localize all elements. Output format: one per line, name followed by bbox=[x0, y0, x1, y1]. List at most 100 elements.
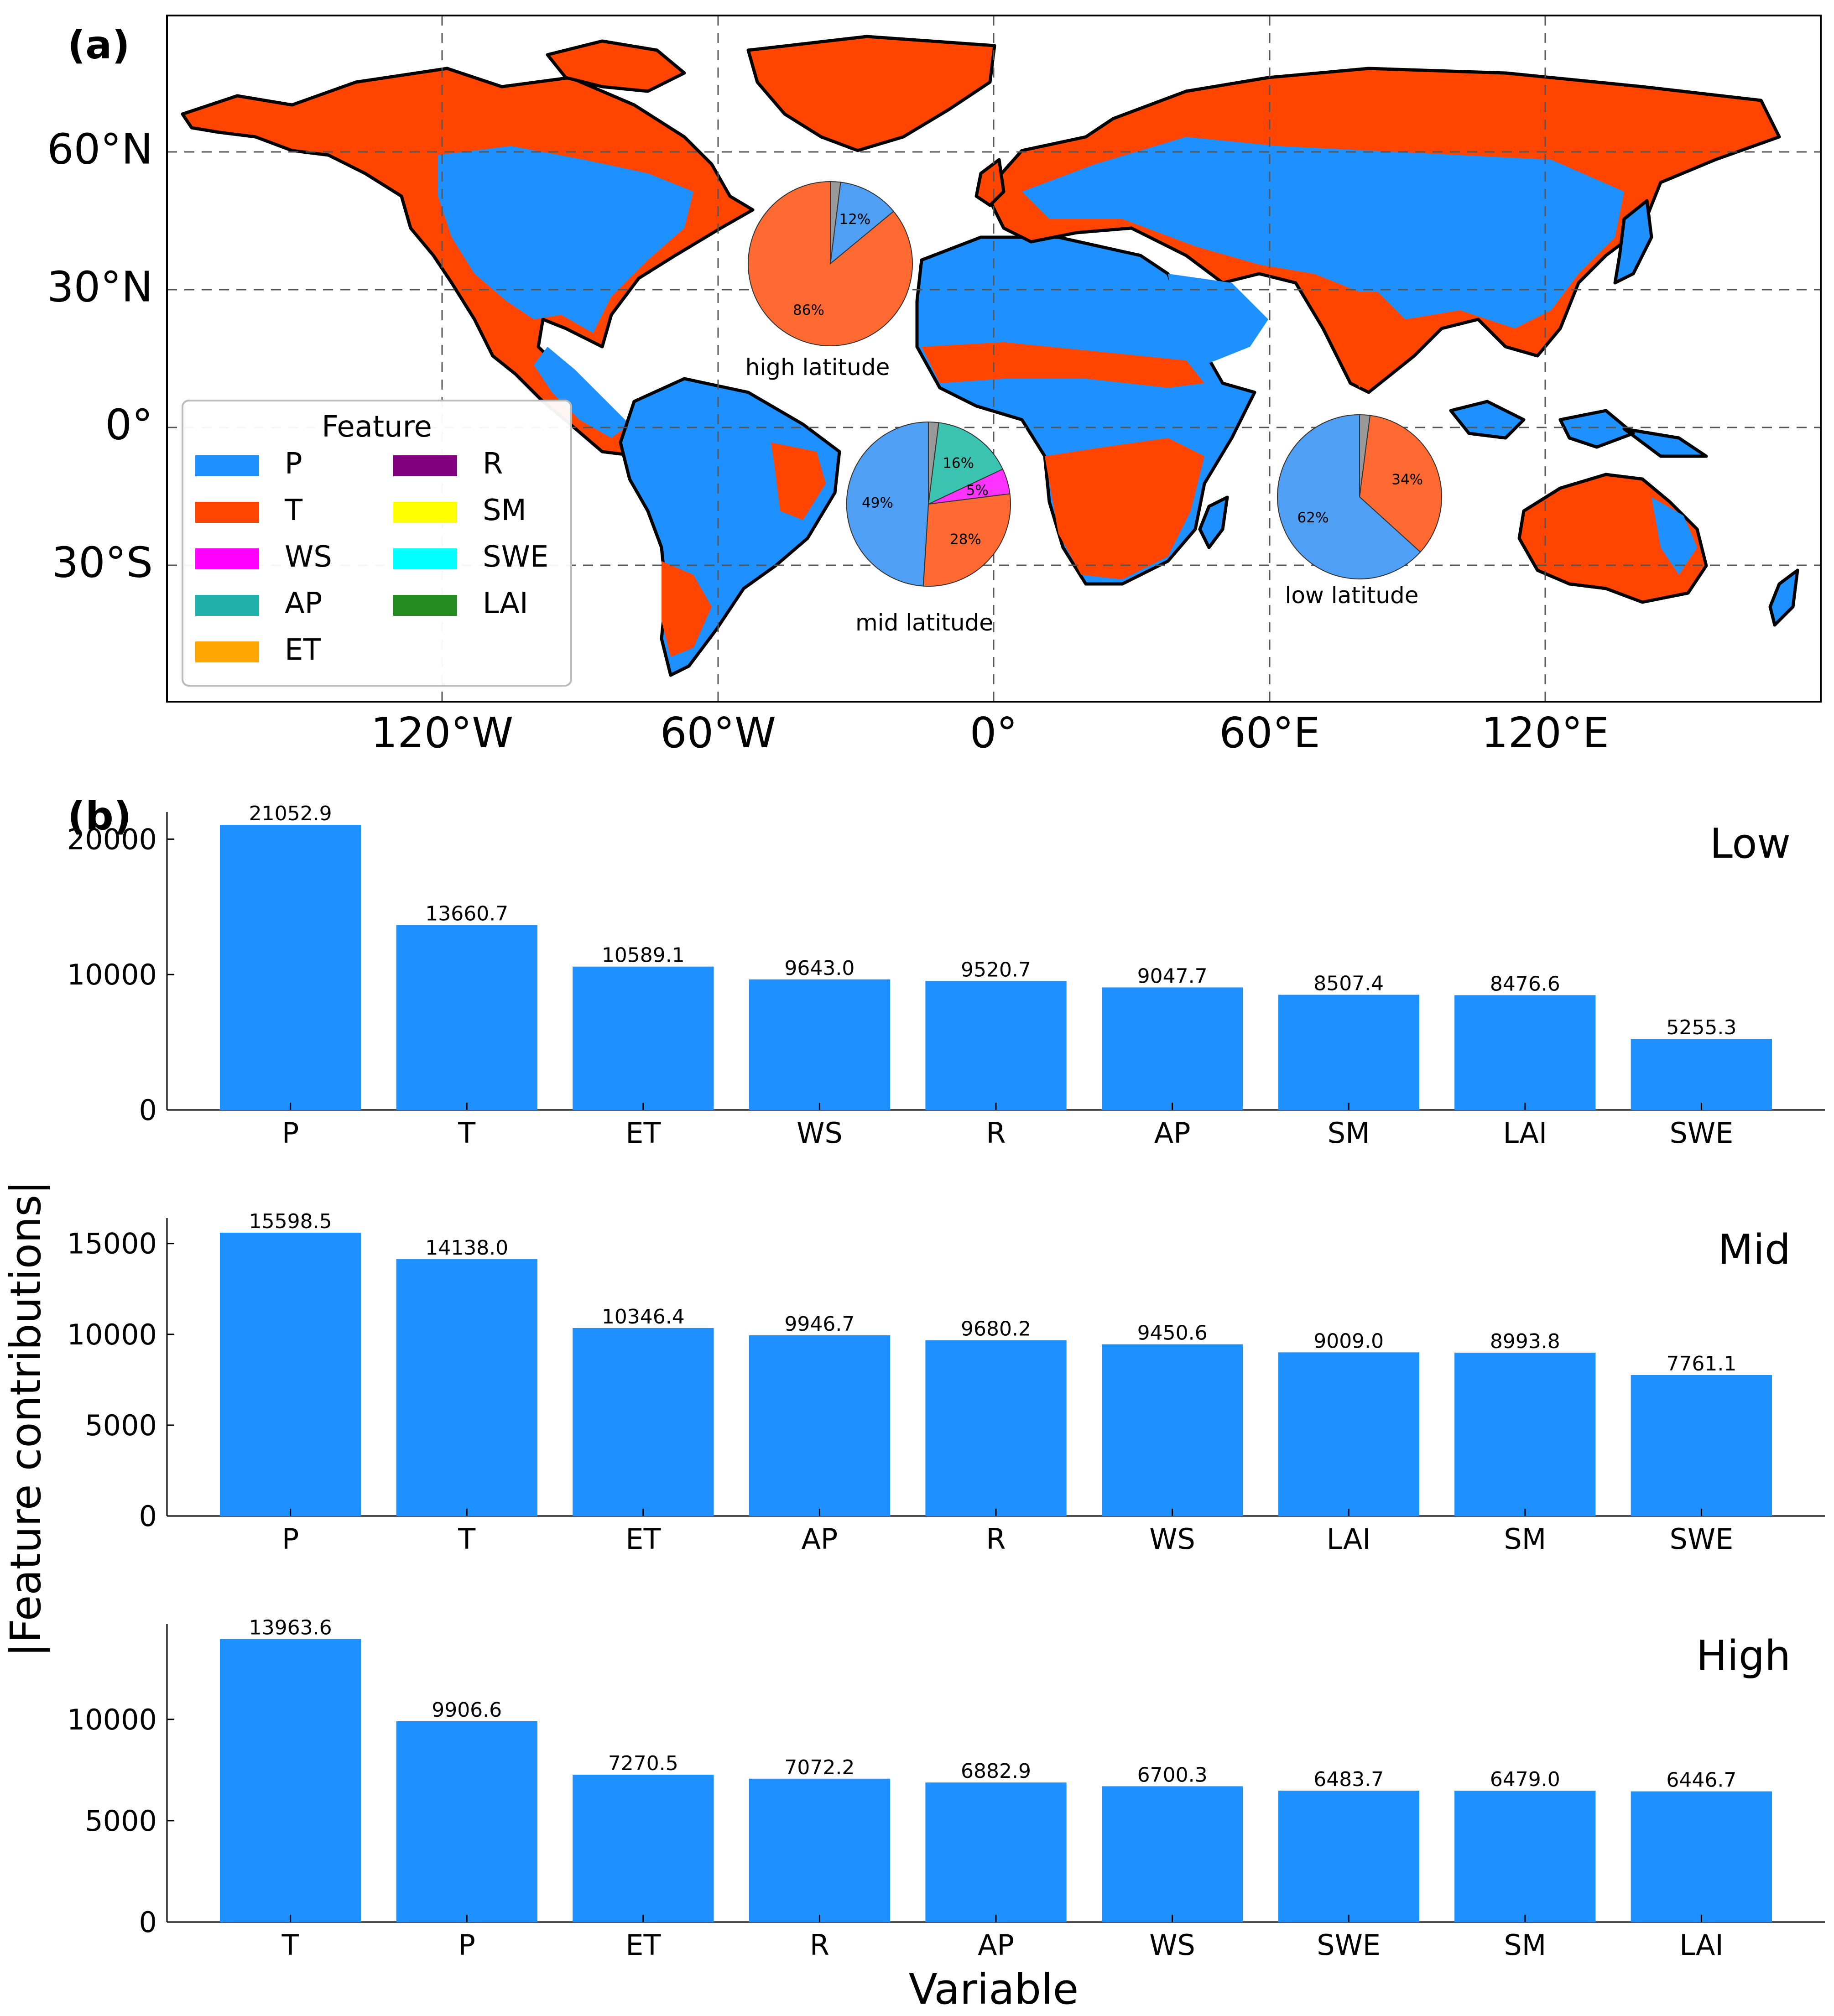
land-na-interior bbox=[438, 146, 693, 333]
pie-slice bbox=[928, 421, 939, 505]
pie-name-label: high latitude bbox=[745, 354, 890, 380]
y-tick-label: 0 bbox=[139, 1094, 157, 1127]
land-new-zealand bbox=[1768, 568, 1799, 627]
bar-lai bbox=[1278, 1352, 1419, 1516]
pie-percent-label: 86% bbox=[793, 302, 824, 318]
lon-label-60e: 60°E bbox=[1219, 708, 1320, 757]
y-tick-label: 10000 bbox=[67, 1318, 157, 1351]
bar-value-label: 9520.7 bbox=[961, 958, 1031, 981]
panel-b-letter: (b) bbox=[68, 793, 131, 839]
bar-r bbox=[925, 1340, 1067, 1516]
pie-slice bbox=[922, 493, 1011, 587]
land-arctic-islands bbox=[546, 39, 686, 93]
bar-ap bbox=[925, 1782, 1067, 1922]
bar-value-label: 9906.6 bbox=[432, 1698, 502, 1722]
legend-label-sm: SM bbox=[483, 494, 526, 527]
x-tick-label: ET bbox=[625, 1928, 661, 1962]
y-tick-label: 15000 bbox=[67, 1227, 157, 1261]
bar-swe bbox=[1631, 1375, 1772, 1516]
x-tick-label: AP bbox=[978, 1928, 1014, 1962]
lat-label-30s: 30°S bbox=[52, 538, 153, 587]
bar-value-label: 6483.7 bbox=[1313, 1768, 1384, 1791]
x-tick-label: WS bbox=[1149, 1928, 1195, 1962]
bar-value-label: 9450.6 bbox=[1137, 1322, 1208, 1345]
bar-panel-high: 0 5000 10000 13963.6 T 9906.6 P 7270.5 ET 7072.2 R… bbox=[67, 1616, 1825, 1962]
x-tick-label: LAI bbox=[1503, 1116, 1547, 1150]
pie-slice bbox=[1359, 414, 1371, 497]
lon-label-120w: 120°W bbox=[371, 708, 514, 757]
x-tick-label: T bbox=[281, 1928, 300, 1962]
bar-value-label: 13660.7 bbox=[425, 902, 508, 926]
pie-percent-label: 62% bbox=[1297, 510, 1329, 526]
map-legend: Feature PT WS AP ET R SM SWE LAI bbox=[182, 400, 572, 687]
bar-lai bbox=[1454, 995, 1596, 1110]
legend-label-ap: AP bbox=[285, 587, 322, 620]
bar-ap bbox=[1102, 987, 1243, 1110]
y-tick-label: 20000 bbox=[67, 823, 157, 856]
bar-value-label: 9643.0 bbox=[784, 957, 854, 980]
bar-p bbox=[220, 825, 361, 1110]
legend-swatch-ws bbox=[195, 548, 259, 569]
legend-label-lai: LAI bbox=[483, 587, 528, 620]
x-tick-label: R bbox=[810, 1928, 829, 1962]
bar-r bbox=[749, 1778, 891, 1922]
lat-label-60n: 60°N bbox=[47, 125, 153, 173]
bar-swe bbox=[1631, 1039, 1772, 1110]
legend-swatch-ap bbox=[195, 595, 259, 616]
pie-percent-label: 28% bbox=[950, 531, 981, 547]
legend-box bbox=[182, 400, 572, 687]
bar-value-label: 9946.7 bbox=[784, 1313, 854, 1336]
x-tick-label: ET bbox=[625, 1522, 661, 1556]
land-greenland bbox=[746, 35, 996, 152]
map-border bbox=[166, 15, 1822, 703]
map-gridlines bbox=[167, 16, 1821, 702]
bar-value-label: 6882.9 bbox=[961, 1760, 1031, 1783]
pie-percent-label: 34% bbox=[1391, 472, 1423, 488]
lat-labels: 60°N 30°N 0° 30°S bbox=[47, 125, 153, 587]
legend-swatch-t bbox=[195, 502, 259, 523]
legend-label-t: T bbox=[284, 494, 303, 527]
pie-low-latitude: 34% 62% low latitude bbox=[1277, 414, 1443, 609]
legend-swatch-et bbox=[195, 641, 259, 662]
x-tick-label: LAI bbox=[1679, 1928, 1724, 1962]
y-tick-label: 0 bbox=[139, 1500, 157, 1533]
bar-p bbox=[220, 1232, 361, 1516]
bar-value-label: 7270.5 bbox=[608, 1752, 678, 1775]
x-axis-title: Variable bbox=[909, 1965, 1079, 2014]
x-tick-label: LAI bbox=[1327, 1522, 1371, 1556]
region-title: High bbox=[1696, 1632, 1791, 1680]
bar-sm bbox=[1454, 1352, 1596, 1516]
land-africa-south bbox=[1045, 438, 1204, 579]
lon-label-120e: 120°E bbox=[1481, 708, 1609, 757]
pie-percent-label: 5% bbox=[966, 482, 989, 499]
lon-label-0: 0° bbox=[970, 708, 1018, 757]
pie-name-label: mid latitude bbox=[855, 609, 993, 636]
land-se-asia-islands bbox=[1449, 400, 1708, 458]
bar-value-label: 13963.6 bbox=[249, 1616, 332, 1640]
x-tick-label: AP bbox=[1154, 1116, 1191, 1150]
x-tick-label: SWE bbox=[1669, 1522, 1733, 1556]
bar-value-label: 6700.3 bbox=[1137, 1763, 1208, 1787]
legend-label-p: P bbox=[285, 447, 302, 481]
legend-label-swe: SWE bbox=[483, 540, 548, 574]
land-australia-east bbox=[1652, 497, 1697, 575]
y-tick-label: 5000 bbox=[85, 1409, 157, 1442]
region-title: Mid bbox=[1718, 1226, 1791, 1274]
pie-mid-latitude: 16% 5% 28% 49% mid latitude bbox=[846, 421, 1011, 636]
land-japan bbox=[1613, 199, 1653, 285]
legend-items: PT WS AP ET R SM SWE LAI bbox=[195, 447, 548, 667]
legend-swatch-lai bbox=[393, 595, 457, 616]
pie-slice bbox=[1277, 414, 1421, 579]
land-sa-brazil-east bbox=[771, 443, 826, 520]
panel-a-map: (a) bbox=[47, 15, 1822, 757]
bar-p bbox=[396, 1721, 537, 1922]
x-tick-label: SWE bbox=[1669, 1116, 1733, 1150]
lon-labels: 120°W 60°W 0° 60°E 120°E bbox=[371, 708, 1609, 757]
bar-t bbox=[396, 925, 537, 1110]
x-tick-label: WS bbox=[797, 1116, 843, 1150]
bar-value-label: 6479.0 bbox=[1490, 1768, 1560, 1791]
x-tick-label: SM bbox=[1504, 1522, 1546, 1556]
panel-a-letter: (a) bbox=[68, 22, 130, 68]
pie-name-label: low latitude bbox=[1285, 582, 1418, 609]
bar-r bbox=[925, 981, 1067, 1110]
